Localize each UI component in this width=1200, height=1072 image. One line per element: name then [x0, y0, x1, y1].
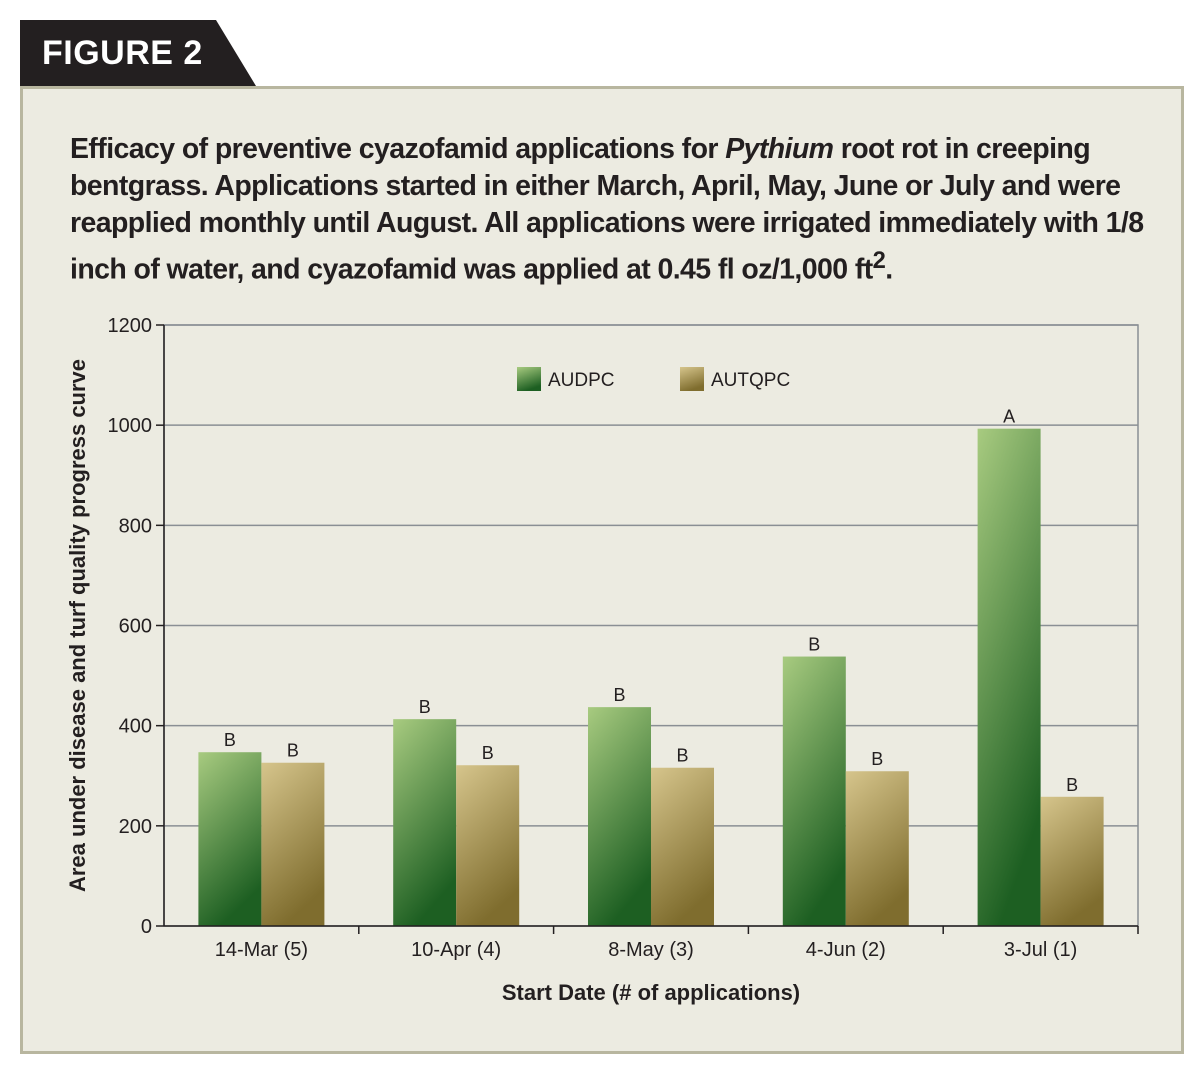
- x-tick-label: 3-Jul (1): [1004, 939, 1077, 961]
- bar-letter-label: A: [1003, 407, 1015, 427]
- caption-text-3: .: [885, 253, 893, 286]
- bar-letter-label: B: [871, 749, 883, 769]
- bar-letter-label: B: [287, 741, 299, 761]
- bar-autqpc: [845, 771, 909, 926]
- y-tick-label: 400: [119, 716, 152, 738]
- legend-label-autqpc: AUTQPC: [711, 370, 790, 391]
- y-tick-label: 600: [119, 616, 152, 638]
- caption-text-1: Efficacy of preventive cyazofamid applic…: [70, 133, 726, 165]
- bar-audpc: [782, 656, 846, 926]
- legend-swatch-audpc: [517, 367, 541, 391]
- x-tick-label: 14-Mar (5): [215, 939, 308, 961]
- bar-autqpc: [1040, 796, 1104, 926]
- y-tick-label: 0: [141, 916, 152, 938]
- bar-audpc: [198, 752, 262, 926]
- axes: 0 200 400 600 800 1000 1200 14-Mar (5) 10-Apr (4…: [65, 315, 1139, 1005]
- y-axis-title: Area under disease and turf quality prog…: [65, 359, 90, 892]
- bar-letter-label: B: [419, 697, 431, 717]
- x-axis-title: Start Date (# of applications): [502, 980, 800, 1005]
- figure-label: FIGURE 2: [42, 34, 203, 72]
- y-tick-label: 1000: [108, 415, 153, 437]
- bar-letter-label: B: [613, 685, 625, 705]
- bar-autqpc: [456, 765, 520, 926]
- legend-swatch-autqpc: [680, 367, 704, 391]
- caption-italic: Pythium: [725, 133, 834, 165]
- bar-letter-label: B: [808, 635, 820, 655]
- y-tick-label: 800: [119, 515, 152, 537]
- bar-letter-label: B: [1066, 775, 1078, 795]
- bar-letter-label: B: [482, 743, 494, 763]
- bar-autqpc: [651, 767, 714, 926]
- caption-superscript: 2: [872, 247, 886, 274]
- bar-letter-label: B: [224, 730, 236, 750]
- y-tick-label: 200: [119, 816, 152, 838]
- bar-audpc: [393, 719, 457, 926]
- bar-letter-label: B: [676, 746, 688, 766]
- figure-label-tab: FIGURE 2: [20, 20, 256, 86]
- y-tick-label: 1200: [108, 315, 153, 337]
- x-tick-label: 10-Apr (4): [411, 939, 501, 961]
- x-tick-label: 8-May (3): [608, 939, 694, 961]
- figure-caption: Efficacy of preventive cyazofamid applic…: [70, 131, 1150, 289]
- bar-audpc: [588, 707, 651, 926]
- bar-audpc: [977, 428, 1041, 926]
- x-tick-label: 4-Jun (2): [806, 939, 886, 961]
- bars: B B B B B B B B A B: [198, 407, 1104, 926]
- legend: AUDPC AUTQPC: [517, 367, 790, 391]
- caption-text-2: root rot in creeping bentgrass. Applicat…: [70, 133, 1144, 286]
- legend-label-audpc: AUDPC: [548, 370, 615, 391]
- bar-autqpc: [261, 762, 325, 926]
